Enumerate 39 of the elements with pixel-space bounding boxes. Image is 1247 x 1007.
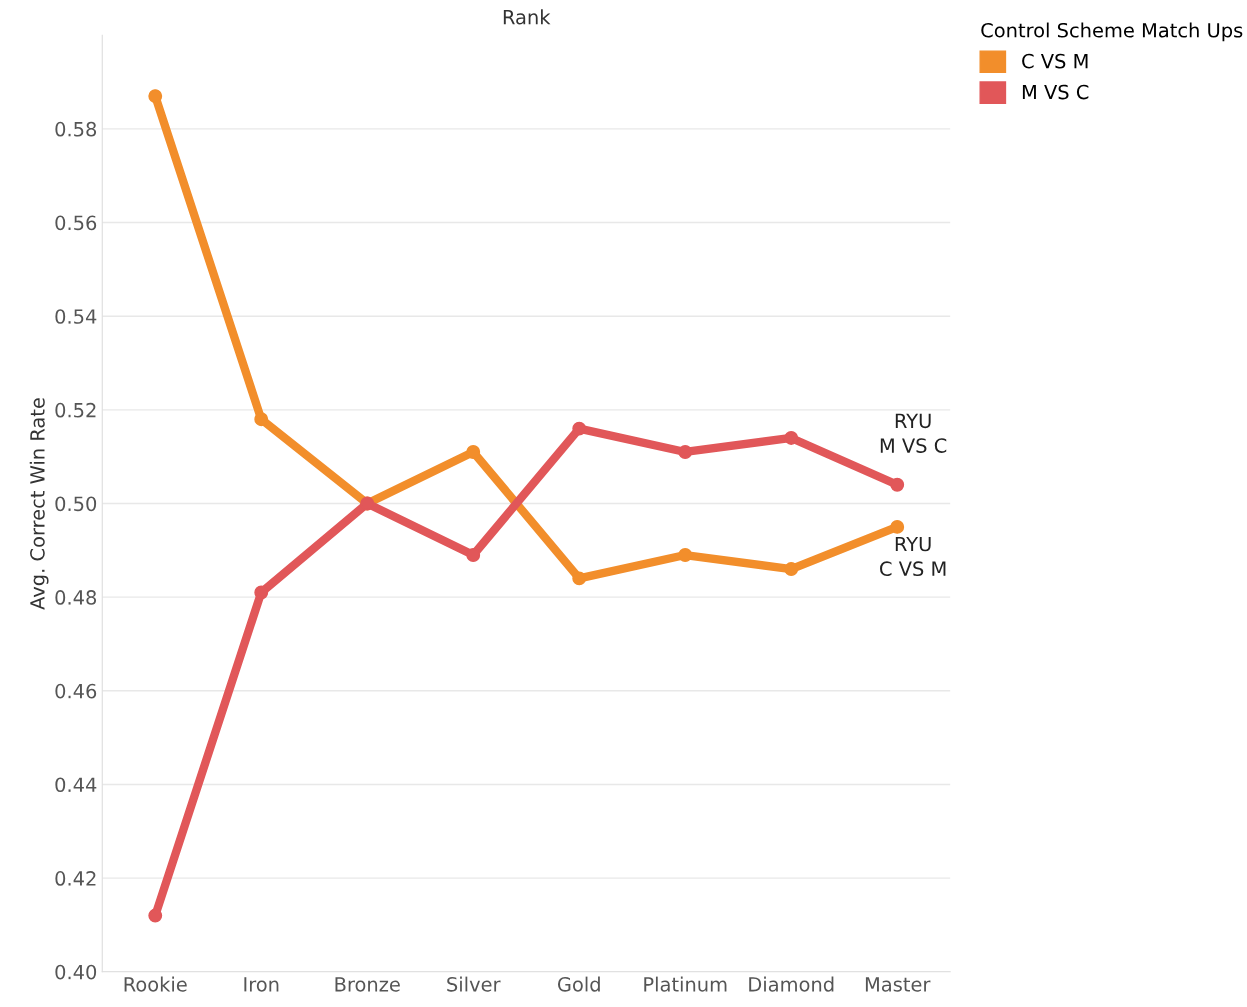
point — [678, 548, 693, 562]
x-axis-title: Rank — [503, 9, 551, 25]
x-tick-label: Master — [865, 977, 931, 992]
point — [466, 445, 481, 459]
y-tick-label: 0.48 — [55, 590, 97, 605]
point — [572, 571, 587, 586]
point — [784, 562, 799, 577]
point — [254, 585, 269, 600]
y-tick-label: 0.40 — [55, 964, 97, 980]
point — [890, 477, 905, 492]
point — [572, 421, 587, 436]
point — [678, 445, 693, 459]
y-tick-label: 0.56 — [55, 215, 97, 231]
annotation: RYU C VS M — [880, 536, 946, 577]
x-tick-label: Silver — [447, 976, 501, 992]
y-tick-label: 0.50 — [55, 496, 97, 512]
x-tick-label: Platinum — [644, 976, 727, 992]
y-axis-title: Avg. Correct Win Rate — [29, 398, 49, 610]
x-tick-label: Iron — [244, 977, 279, 992]
y-tick-label: 0.44 — [55, 777, 97, 793]
x-tick-label: Gold — [557, 976, 600, 992]
y-tick-label: 0.52 — [55, 402, 96, 418]
x-tick-label: Diamond — [749, 976, 834, 992]
legend-title: Control Scheme Match Ups — [981, 22, 1243, 42]
point — [148, 89, 163, 104]
legend-label: M VS C — [1022, 84, 1089, 100]
point — [466, 548, 481, 562]
x-tick-label: Bronze — [335, 977, 400, 992]
point — [890, 519, 905, 534]
y-tick-label: 0.42 — [55, 871, 96, 886]
point — [148, 908, 163, 923]
point — [784, 430, 799, 445]
y-tick-label: 0.58 — [55, 121, 97, 137]
point — [254, 412, 269, 427]
x-tick-label: Rookie — [124, 976, 187, 992]
y-tick-label: 0.54 — [55, 309, 97, 324]
legend-label: C VS M — [1022, 53, 1088, 69]
y-tick-label: 0.46 — [55, 683, 97, 699]
annotation: RYU M VS C — [880, 413, 947, 453]
